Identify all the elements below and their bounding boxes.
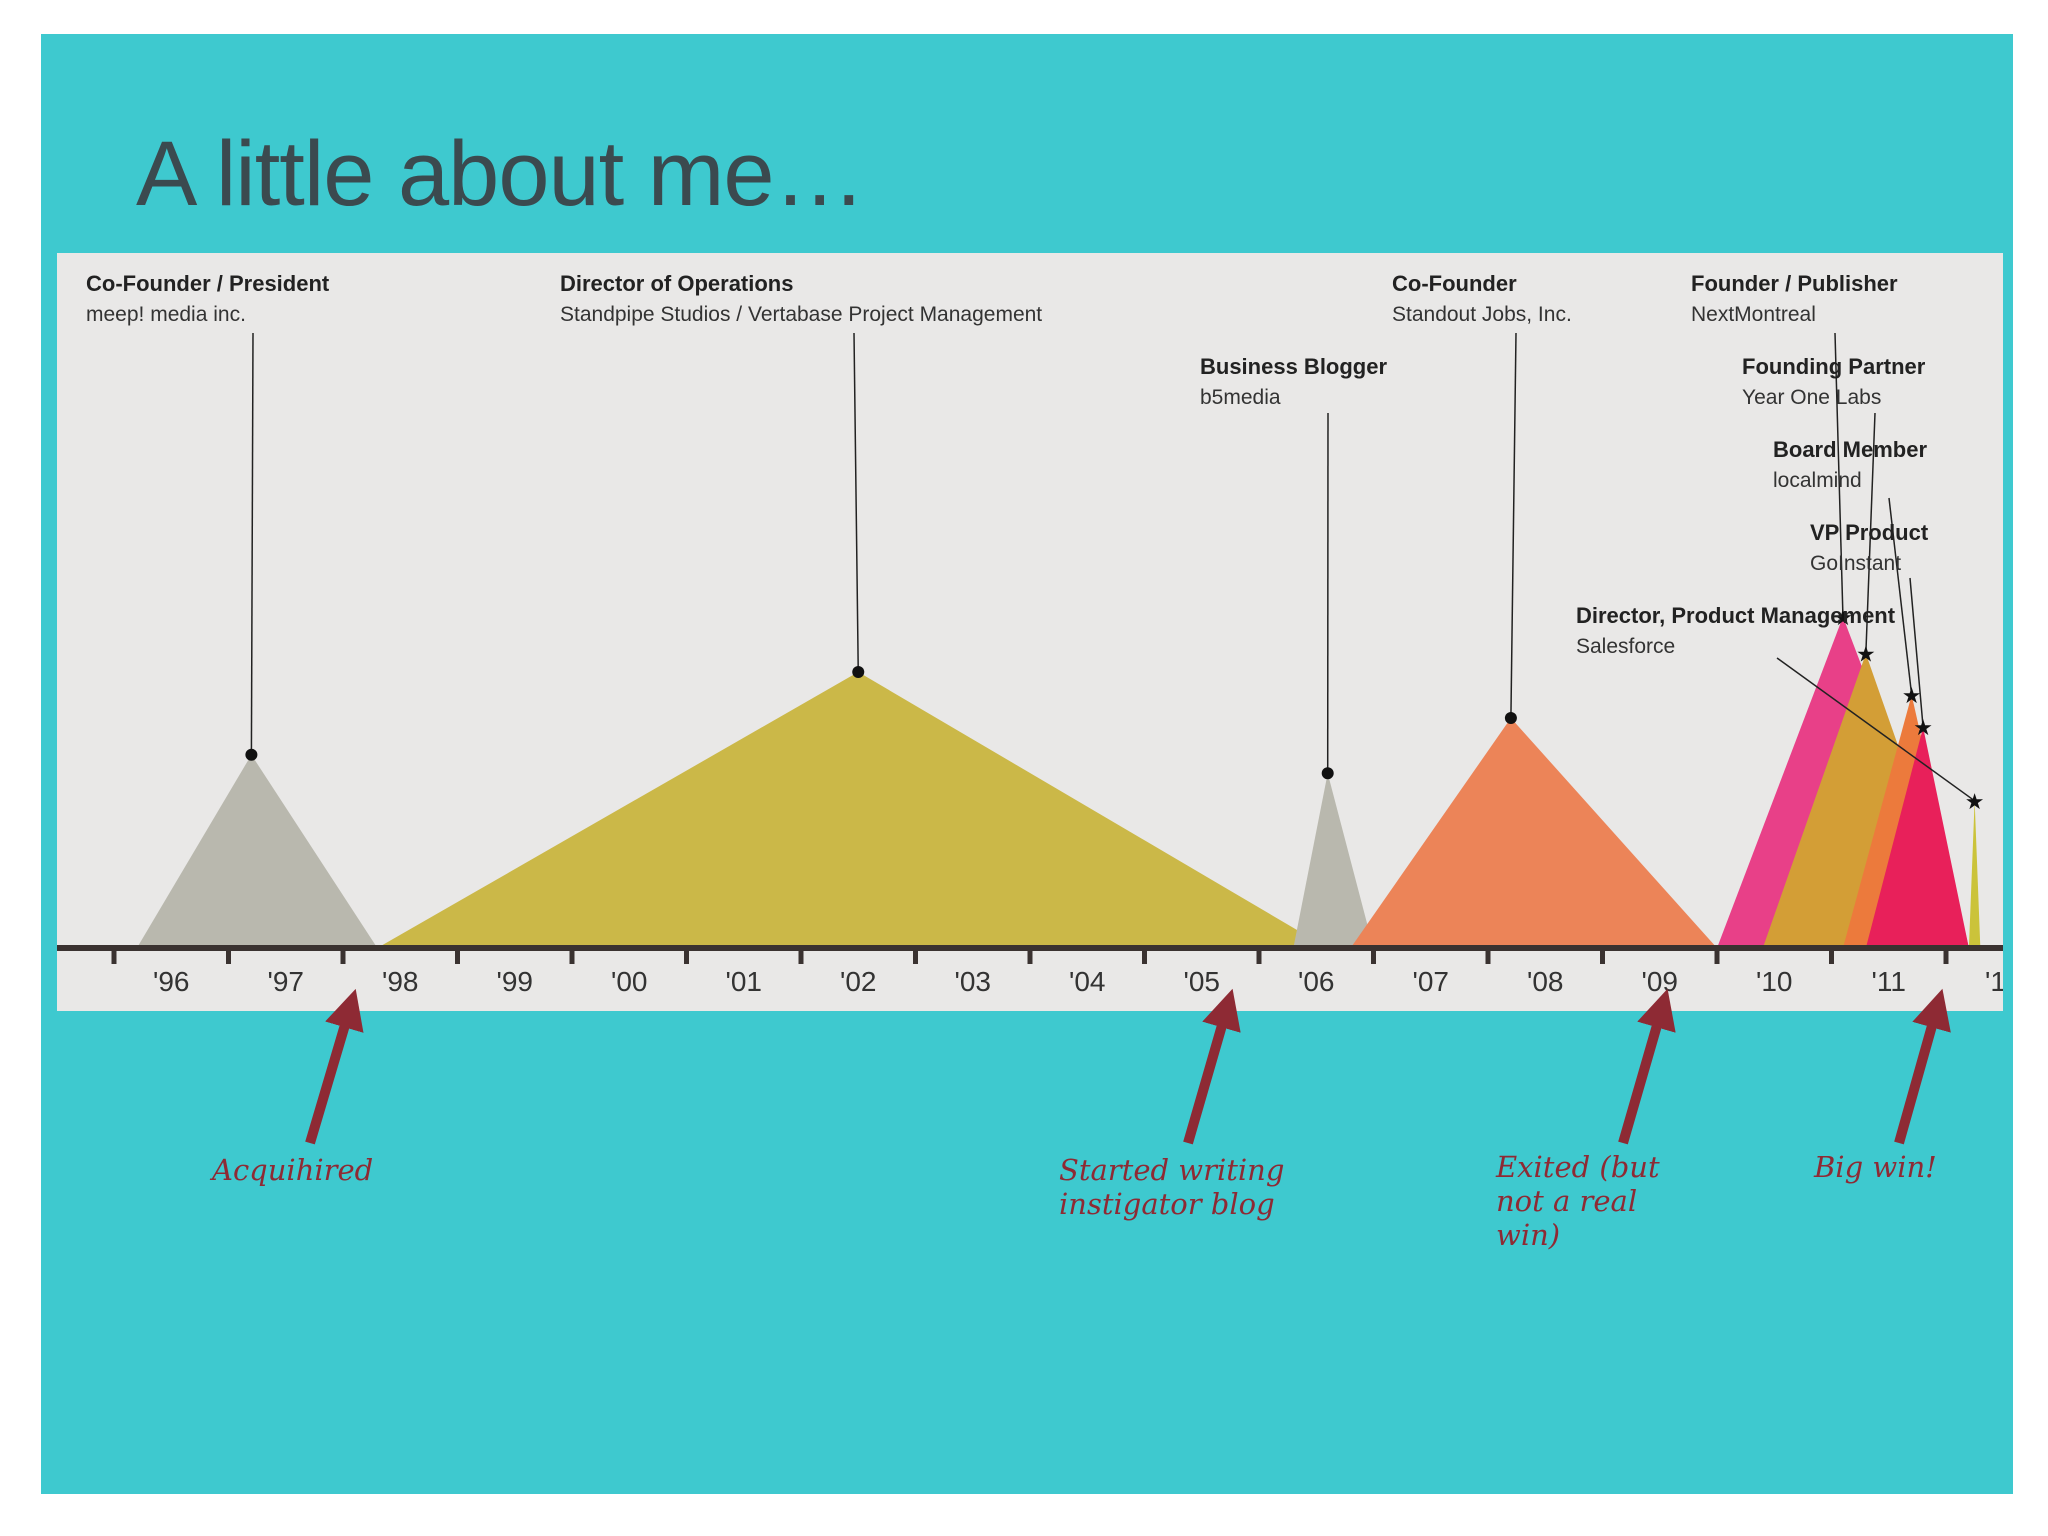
year-label: '98 (382, 966, 419, 997)
role-title: VP Product (1810, 520, 1929, 545)
role-company: Year One Labs (1742, 386, 1882, 409)
annotation-acquihired: Acquihired (212, 1153, 374, 1187)
star-marker: ★ (1833, 605, 1853, 630)
peak-marker (1321, 767, 1334, 780)
year-label: '05 (1183, 966, 1221, 997)
role-title: Co-Founder (1392, 271, 1517, 296)
star-marker: ★ (1856, 642, 1876, 667)
year-label: '03 (954, 966, 992, 997)
year-label: '07 (1412, 966, 1450, 997)
year-label: '01 (725, 966, 763, 997)
star-marker: ★ (1913, 715, 1933, 740)
year-label: '09 (1641, 966, 1679, 997)
peak-marker (245, 748, 258, 761)
year-label: '96 (153, 966, 190, 997)
year-label: '11 (1871, 966, 1906, 997)
year-label: '97 (267, 966, 305, 997)
leader-line (1865, 412, 1876, 654)
role-title: Board Member (1773, 437, 1928, 462)
year-label: '99 (496, 966, 534, 997)
leader-line (1776, 657, 1976, 802)
role-area (1865, 727, 1969, 948)
role-title: Founder / Publisher (1691, 271, 1898, 296)
year-label: '10 (1756, 966, 1793, 997)
slide-title: A little about me… (136, 123, 866, 225)
star-marker: ★ (1965, 789, 1985, 814)
annotation-exited: Exited (but not a real win) (1496, 1150, 1660, 1252)
career-timeline: ★ ★ ★ ★ ★ Co-Founder / President meep! media… (57, 253, 2003, 1011)
role-area (136, 754, 378, 948)
year-label: '00 (611, 966, 648, 997)
role-area (1293, 773, 1374, 948)
leader-line (1888, 497, 1913, 696)
role-company: Salesforce (1576, 635, 1676, 658)
role-company: b5media (1200, 386, 1281, 409)
role-company: Standpipe Studios / Vertabase Project Ma… (560, 303, 1043, 326)
role-company: meep! media inc. (86, 303, 246, 326)
role-company: localmind (1773, 469, 1862, 492)
peak-marker (1504, 712, 1517, 724)
year-label: '02 (840, 966, 877, 997)
role-area (1350, 718, 1717, 948)
role-area (377, 672, 1328, 948)
leader-line (853, 332, 859, 673)
annotation-big-win: Big win! (1814, 1150, 1937, 1184)
leader-line (1909, 577, 1924, 728)
role-area (1968, 800, 1981, 948)
leader-line (1834, 332, 1844, 617)
role-title: Co-Founder / President (86, 271, 330, 296)
role-company: GoInstant (1810, 552, 1902, 575)
annotation-started-blog: Started writing instigator blog (1059, 1153, 1285, 1221)
year-label: '12 (1985, 966, 2003, 997)
year-label: '06 (1298, 966, 1335, 997)
timeline-chart: ★★★★★ (57, 332, 2003, 964)
role-title: Founding Partner (1742, 354, 1926, 379)
role-title: Director of Operations (560, 271, 794, 296)
year-label: '08 (1527, 966, 1564, 997)
role-company: Standout Jobs, Inc. (1392, 303, 1572, 326)
peak-marker (852, 666, 865, 678)
year-label: '04 (1069, 966, 1106, 997)
role-title: Business Blogger (1200, 354, 1388, 379)
leader-line (250, 332, 254, 755)
star-marker: ★ (1902, 683, 1922, 708)
role-title: Director, Product Management (1576, 603, 1896, 628)
role-company: NextMontreal (1691, 303, 1816, 326)
leader-line (1510, 332, 1517, 719)
